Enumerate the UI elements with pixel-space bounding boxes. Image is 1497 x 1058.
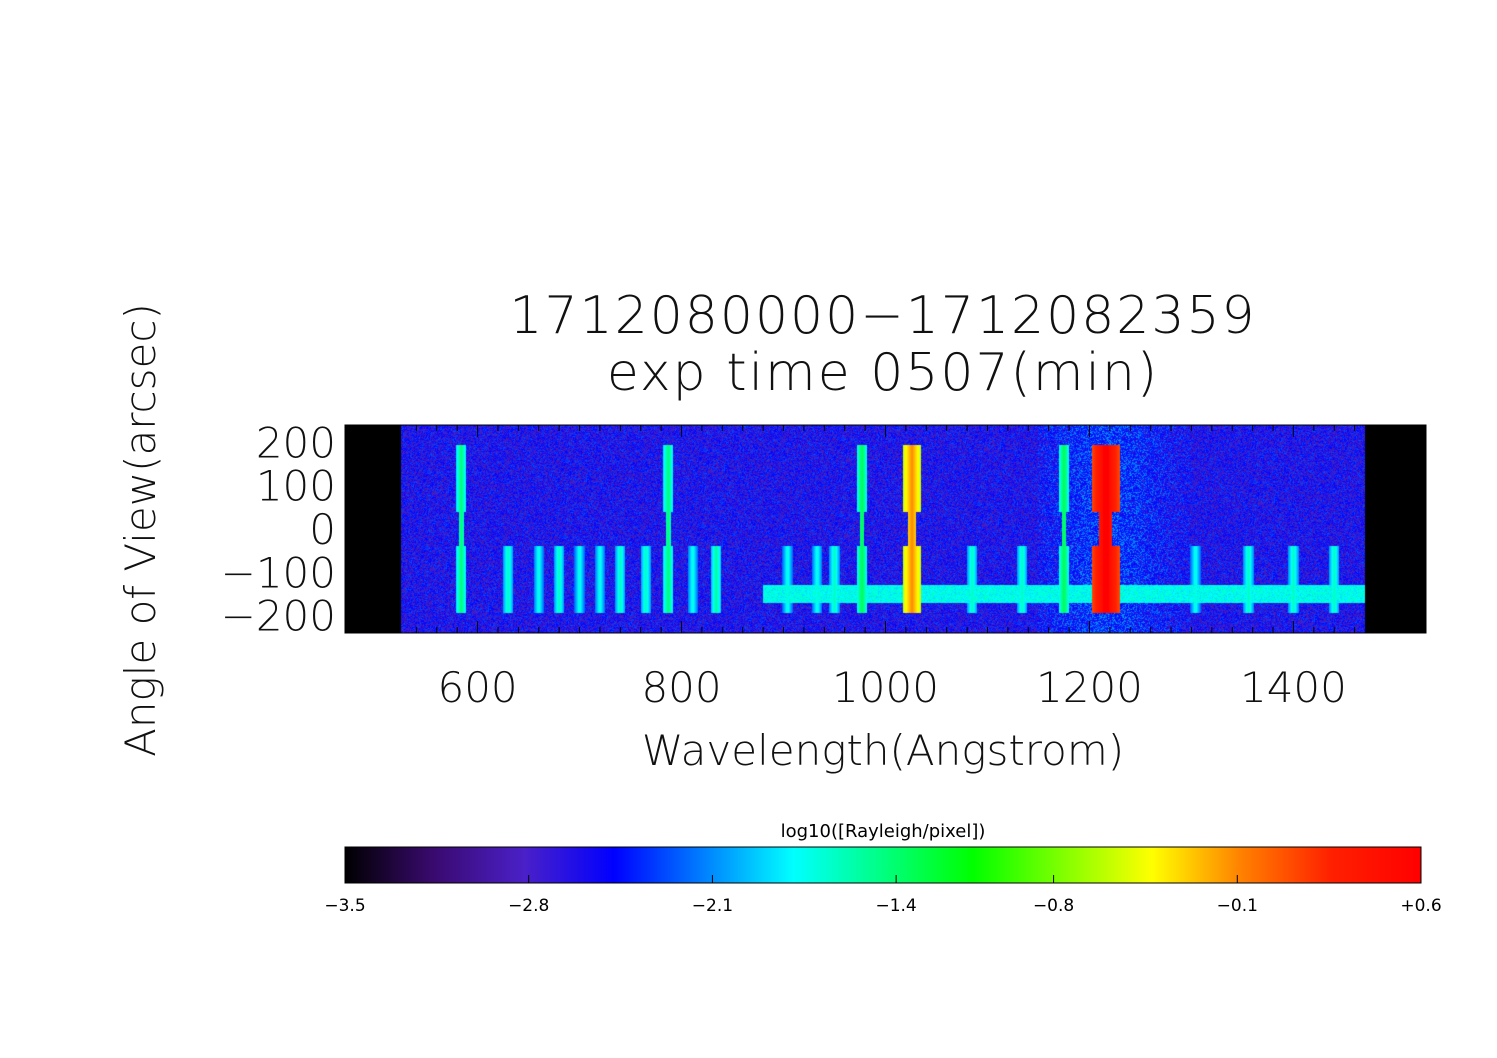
colorbar-tick-label: −0.1 — [1217, 896, 1258, 916]
colorbar-tick-label: −3.5 — [324, 896, 365, 916]
colorbar-tick-label: +0.6 — [1400, 896, 1441, 916]
colorbar-tick-label: −2.8 — [508, 896, 549, 916]
x-tick-label: 800 — [641, 663, 721, 712]
colorbar-label: log10([Rayleigh/pixel]) — [781, 821, 986, 842]
y-axis-label: Angle of View(arcsec) — [116, 303, 165, 757]
x-tick-label: 1400 — [1240, 663, 1347, 712]
x-tick-labels: 600 800 1000 1200 1400 — [437, 663, 1346, 712]
heatmap-canvas — [345, 425, 1426, 633]
colorbar: −3.5 −2.8 −2.1 −1.4 −0.8 −0.1 +0.6 — [324, 846, 1442, 916]
y-tick-label: 100 — [256, 462, 336, 511]
y-tick-label: −200 — [221, 592, 336, 641]
spectral-image-plot — [344, 424, 1427, 634]
y-tick-label: 0 — [309, 505, 336, 554]
colorbar-tick-label: −2.1 — [692, 896, 733, 916]
heatmap-image-frame — [345, 425, 1426, 633]
chart-subtitle: exp time 0507(min) — [607, 343, 1159, 403]
colorbar-gradient — [344, 846, 1422, 884]
x-tick-label: 1000 — [832, 663, 939, 712]
x-tick-label: 1200 — [1036, 663, 1143, 712]
colorbar-ticks: −3.5 −2.8 −2.1 −1.4 −0.8 −0.1 +0.6 — [324, 875, 1442, 916]
chart-title: 1712080000−1712082359 — [509, 286, 1256, 346]
y-tick-label: −100 — [221, 548, 336, 597]
axis-ticks — [345, 424, 1426, 634]
x-tick-label: 600 — [437, 663, 517, 712]
colorbar-tick-label: −1.4 — [875, 896, 916, 916]
colorbar-tick-label: −0.8 — [1033, 896, 1074, 916]
y-tick-label: 200 — [256, 418, 336, 467]
x-axis-label: Wavelength(Angstrom) — [642, 726, 1124, 775]
